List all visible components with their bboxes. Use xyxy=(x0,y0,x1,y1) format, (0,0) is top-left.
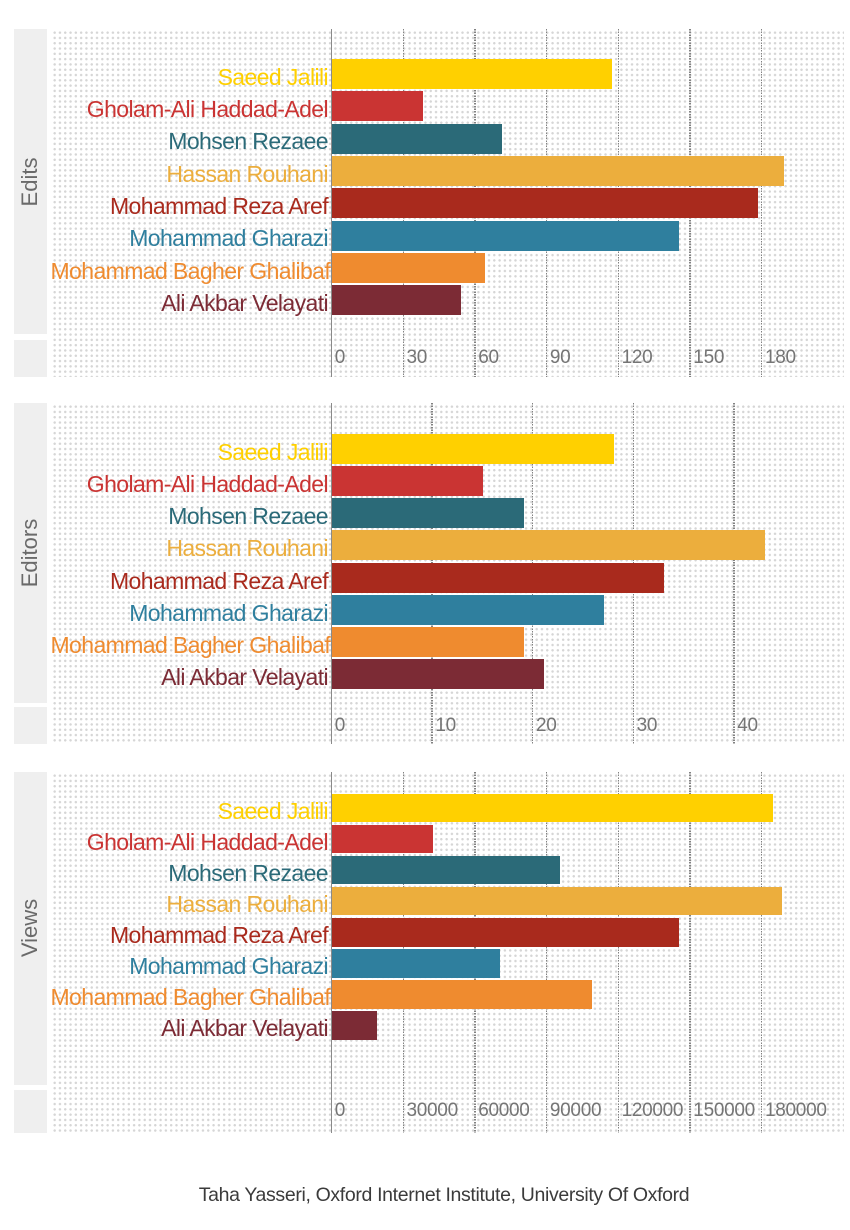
x-tick-label: 10 xyxy=(435,714,456,736)
bar-editors-1 xyxy=(332,433,615,464)
axis-strip-box xyxy=(13,1090,48,1133)
bar-edits-5 xyxy=(332,188,758,219)
x-tick-label: 60000 xyxy=(478,1100,530,1122)
x-tick-label: 150000 xyxy=(693,1100,755,1122)
category-label: Mohammad Bagher Ghalibaf xyxy=(50,984,331,1011)
x-tick-label: 0 xyxy=(334,1100,346,1122)
category-label: Mohsen Rezaee xyxy=(168,128,328,155)
category-label: Mohammad Bagher Ghalibaf xyxy=(50,257,331,284)
category-label: Hassan Rouhani xyxy=(166,160,328,187)
bar-views-6 xyxy=(332,949,500,978)
bar-editors-6 xyxy=(332,594,604,625)
bar-views-5 xyxy=(332,917,680,947)
axis-title-box: Editors xyxy=(13,403,48,703)
x-tick-label: 30000 xyxy=(406,1100,459,1122)
bar-views-8 xyxy=(332,1011,377,1040)
bar-views-7 xyxy=(332,980,592,1009)
x-tick-label: 90 xyxy=(549,346,571,368)
x-tick-label: 150 xyxy=(693,346,725,368)
axis-strip-box xyxy=(13,339,48,377)
category-label: Mohammad Gharazi xyxy=(129,225,328,252)
chart-panel-edits: Edits Saeed Jalili Gholam-Ali Haddad-Adel M… xyxy=(0,29,850,377)
bar-views-1 xyxy=(332,793,774,823)
y-axis-line xyxy=(330,403,333,745)
gridline xyxy=(761,29,763,377)
category-label: Mohsen Rezaee xyxy=(168,503,328,529)
axis-title: Editors xyxy=(17,518,43,588)
bar-edits-1 xyxy=(332,59,613,89)
category-label: Mohammad Reza Aref xyxy=(109,193,329,220)
chart-panel-views: Views Saeed Jalili Gholam-Ali Haddad-Adel M… xyxy=(0,771,850,1133)
axis-title: Views xyxy=(17,899,43,958)
category-label: Ali Akbar Velayati xyxy=(161,289,329,316)
x-tick-label: 180 xyxy=(765,346,796,368)
x-tick-label: 120000 xyxy=(621,1100,684,1122)
x-tick-label: 180000 xyxy=(765,1100,827,1122)
axis-title: Edits xyxy=(17,157,43,207)
category-label: Gholam-Ali Haddad-Adel xyxy=(86,828,329,855)
gridline xyxy=(733,403,735,745)
x-tick-label: 0 xyxy=(334,346,346,368)
bar-edits-6 xyxy=(332,220,679,251)
category-label: Gholam-Ali Haddad-Adel xyxy=(86,96,329,123)
bar-edits-2 xyxy=(332,91,424,122)
category-label: Mohammad Reza Aref xyxy=(109,567,329,594)
category-label: Mohammad Bagher Ghalibaf xyxy=(50,632,331,658)
category-label: Hassan Rouhani xyxy=(166,890,328,917)
axis-title-box: Edits xyxy=(13,29,48,335)
axis-strip-box xyxy=(13,706,48,745)
category-label: Mohammad Gharazi xyxy=(129,599,328,626)
x-tick-label: 0 xyxy=(334,714,346,736)
gridline xyxy=(617,771,619,1133)
bar-edits-4 xyxy=(332,155,785,186)
y-axis-line xyxy=(330,771,333,1133)
category-label: Saeed Jalili xyxy=(217,438,329,465)
bar-edits-8 xyxy=(332,285,462,316)
category-label: Ali Akbar Velayati xyxy=(161,1015,329,1042)
bar-views-4 xyxy=(332,886,782,916)
footer-credit: Taha Yasseri, Oxford Internet Institute,… xyxy=(198,1184,690,1206)
bar-views-2 xyxy=(332,824,434,854)
bar-editors-3 xyxy=(332,498,524,529)
chart-panel-editors: Editors Saeed Jalili Gholam-Ali Haddad-Ade… xyxy=(0,403,850,745)
gridline xyxy=(689,771,691,1133)
category-label: Ali Akbar Velayati xyxy=(161,664,329,691)
x-tick-label: 90000 xyxy=(549,1100,602,1122)
bar-edits-7 xyxy=(332,252,486,283)
category-label: Hassan Rouhani xyxy=(166,535,328,562)
x-tick-label: 40 xyxy=(737,714,758,736)
bar-edits-3 xyxy=(332,123,503,154)
x-tick-label: 60 xyxy=(478,346,499,368)
bar-editors-8 xyxy=(332,659,544,690)
bar-editors-2 xyxy=(332,465,484,496)
bar-editors-5 xyxy=(332,562,665,593)
x-tick-label: 120 xyxy=(621,346,653,368)
category-label: Saeed Jalili xyxy=(217,63,329,90)
bar-views-3 xyxy=(332,855,560,885)
gridline xyxy=(545,771,548,1133)
category-label: Mohsen Rezaee xyxy=(168,859,328,886)
gridline xyxy=(761,771,763,1133)
x-tick-label: 30 xyxy=(636,714,658,736)
x-tick-label: 30 xyxy=(406,346,428,368)
y-axis-line xyxy=(330,29,333,377)
category-label: Mohammad Reza Aref xyxy=(109,922,329,949)
x-tick-label: 20 xyxy=(536,714,557,736)
bar-editors-4 xyxy=(332,530,765,561)
category-label: Saeed Jalili xyxy=(217,797,329,824)
bar-editors-7 xyxy=(332,627,524,658)
category-label: Mohammad Gharazi xyxy=(129,953,328,980)
axis-title-box: Views xyxy=(13,771,48,1086)
category-label: Gholam-Ali Haddad-Adel xyxy=(86,470,329,497)
